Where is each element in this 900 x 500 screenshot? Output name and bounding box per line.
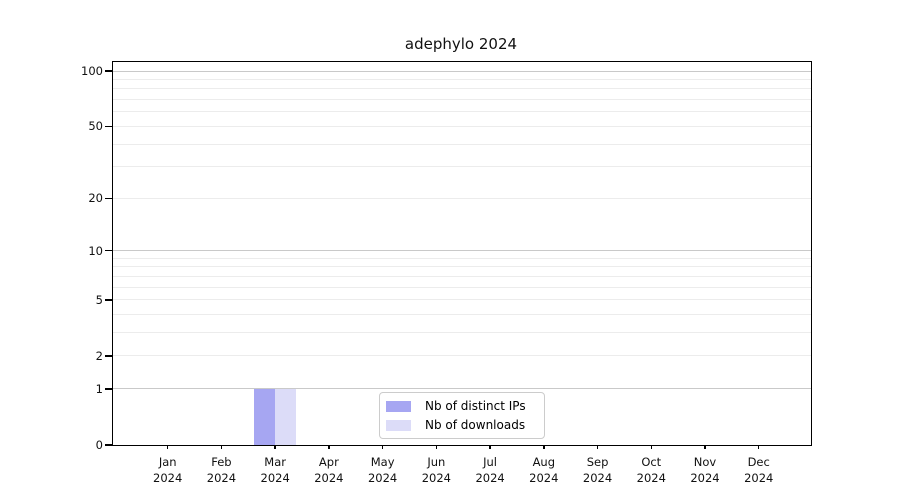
x-tick-label-apr: Apr 2024 [297,454,361,486]
y-tick-0 [105,444,112,446]
y-tick-label-2: 2 [95,348,103,363]
x-tick-sep [596,445,599,449]
legend-swatch-downloads [386,419,411,431]
x-tick-may [381,445,384,449]
y-tick-2 [105,355,112,357]
x-tick-year: 2024 [475,471,505,485]
gridline-minor-6 [113,286,811,288]
y-tick-20 [105,197,112,200]
y-tick-label-5: 5 [95,292,103,307]
x-tick-label-aug: Aug 2024 [512,454,576,486]
gridline-minor-40 [113,143,811,145]
legend-label-downloads: Nb of downloads [425,418,526,432]
gridline-minor-90 [113,79,811,81]
gridline-minor-60 [113,111,811,113]
legend-swatch-distinct-ips [386,400,411,412]
gridline-minor-4 [113,314,811,316]
x-tick-month: Jul [483,455,498,469]
y-tick-label-50: 50 [88,119,103,134]
x-tick-year: 2024 [153,471,183,485]
x-tick-month: Jun [427,455,446,469]
x-tick-month: Feb [211,455,232,469]
x-tick-mar [274,445,276,449]
y-tick-label-20: 20 [88,191,103,206]
y-tick-1 [105,388,112,390]
x-tick-label-mar: Mar 2024 [243,454,307,486]
x-tick-year: 2024 [636,471,666,485]
gridline-minor-50 [113,125,811,127]
x-tick-aug [543,445,545,449]
x-tick-label-dec: Dec 2024 [727,454,791,486]
x-tick-month: Oct [641,455,662,469]
y-tick-label-10: 10 [88,243,103,258]
x-tick-feb [220,445,223,449]
x-tick-label-jan: Jan 2024 [136,454,200,486]
x-tick-jun [435,445,438,449]
y-tick-10 [105,250,112,252]
x-tick-label-jun: Jun 2024 [404,454,468,486]
x-tick-label-feb: Feb 2024 [189,454,253,486]
x-tick-month: Apr [318,455,339,469]
x-tick-apr [328,445,330,449]
x-tick-label-may: May 2024 [351,454,415,486]
gridline-minor-8 [113,266,811,268]
x-tick-year: 2024 [367,471,398,485]
x-tick-month: May [370,455,395,469]
x-tick-nov [704,445,706,449]
y-tick-50 [105,125,112,128]
x-tick-label-nov: Nov 2024 [673,454,737,486]
x-tick-dec [758,445,760,449]
x-tick-year: 2024 [582,471,613,485]
x-tick-year: 2024 [690,471,720,485]
gridline-major-100 [113,70,811,72]
x-tick-month: Aug [532,455,556,469]
legend-label-distinct-ips: Nb of distinct IPs [425,399,526,413]
x-tick-year: 2024 [260,471,290,485]
gridline-minor-7 [113,276,811,278]
x-tick-jul [489,445,491,449]
chart-title: adephylo 2024 [404,35,518,53]
x-tick-jan [167,445,169,449]
y-tick-label-0: 0 [95,438,103,452]
x-tick-year: 2024 [421,471,451,485]
x-tick-label-sep: Sep 2024 [566,454,630,486]
x-tick-label-jul: Jul 2024 [458,454,522,486]
x-tick-month: Dec [747,455,770,469]
bar-distinct-ips-mar [254,388,276,445]
bar-downloads-mar [275,388,297,445]
gridline-major-1 [113,388,811,390]
gridline-minor-3 [113,332,811,334]
x-tick-year: 2024 [744,471,774,485]
legend-row-downloads: Nb of downloads [386,418,536,432]
gridline-minor-5 [113,299,811,301]
plot-area: 0 1 2 5 10 20 50 100 Jan 2024 Feb 2024 Mar 2024 Apr 202… [81,61,812,485]
y-tick-5 [105,299,112,301]
x-tick-year: 2024 [206,471,237,485]
gridline-minor-20 [113,197,811,199]
gridline-minor-80 [113,88,811,90]
x-tick-oct [650,445,652,449]
x-tick-month: Jan [158,455,177,469]
legend-row-distinct-ips: Nb of distinct IPs [386,399,536,413]
legend: Nb of distinct IPs Nb of downloads [379,392,545,439]
x-tick-year: 2024 [314,471,344,485]
gridline-minor-2 [113,355,811,357]
y-tick-label-100: 100 [81,64,103,79]
x-tick-month: Sep [586,455,609,469]
gridline-minor-70 [113,99,811,101]
x-tick-label-oct: Oct 2024 [619,454,683,486]
gridline-minor-30 [113,166,811,168]
x-tick-year: 2024 [529,471,559,485]
y-tick-100 [105,70,112,72]
y-tick-label-1: 1 [95,381,103,396]
x-tick-month: Mar [264,455,286,469]
x-tick-month: Nov [693,455,717,469]
gridline-major-10 [113,250,811,252]
gridline-minor-9 [113,257,811,259]
